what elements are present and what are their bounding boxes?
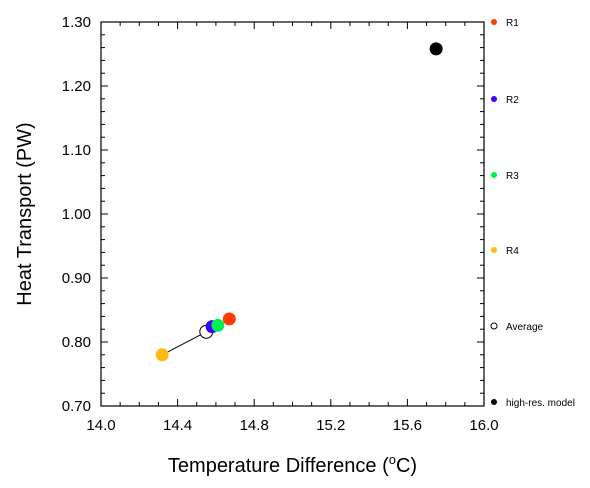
x-axis-title: Temperature Difference (oC) <box>168 452 417 477</box>
y-axis-title: Heat Transport (PW) <box>14 122 36 305</box>
legend-marker-average <box>490 322 498 330</box>
legend: R1 R2 R3 R4 Average high-res. model <box>490 18 575 409</box>
legend-marker-high-res-model <box>491 399 497 405</box>
legend-label-r1: R1 <box>506 18 519 29</box>
x-tick-label: 14.0 <box>86 417 115 434</box>
x-tick-label: 15.6 <box>393 417 422 434</box>
y-tick-label: 1.30 <box>62 14 91 31</box>
y-tick-label: 0.90 <box>62 270 91 287</box>
legend-label-average: Average <box>506 322 544 333</box>
point-r4 <box>155 348 169 362</box>
y-tick-label: 1.20 <box>62 78 91 95</box>
point-r1 <box>222 312 236 326</box>
legend-label-r3: R3 <box>506 171 519 182</box>
x-axis-title-superscript: o <box>389 452 396 467</box>
y-tick-label: 0.70 <box>62 398 91 415</box>
legend-marker-r1 <box>491 19 497 25</box>
plot-frame <box>100 21 485 407</box>
y-tick-label: 0.80 <box>62 334 91 351</box>
point-high-res-model <box>429 42 443 56</box>
legend-marker-r3 <box>491 172 497 178</box>
y-tick-label: 1.10 <box>62 142 91 159</box>
x-tick-label: 14.8 <box>240 417 269 434</box>
legend-marker-r4 <box>491 247 497 253</box>
point-r3 <box>211 318 225 332</box>
legend-label-r2: R2 <box>506 95 519 106</box>
x-tick-label: 14.4 <box>163 417 192 434</box>
legend-label-r4: R4 <box>506 246 519 257</box>
x-axis-title-prefix: Temperature Difference ( <box>168 455 389 477</box>
y-tick-label: 1.00 <box>62 206 91 223</box>
legend-label-high-res-model: high-res. model <box>506 398 575 409</box>
x-tick-label: 15.2 <box>316 417 345 434</box>
x-tick-label: 16.0 <box>469 417 498 434</box>
x-axis-title-suffix: C) <box>396 455 417 477</box>
legend-marker-r2 <box>491 96 497 102</box>
connector-line <box>162 331 207 356</box>
